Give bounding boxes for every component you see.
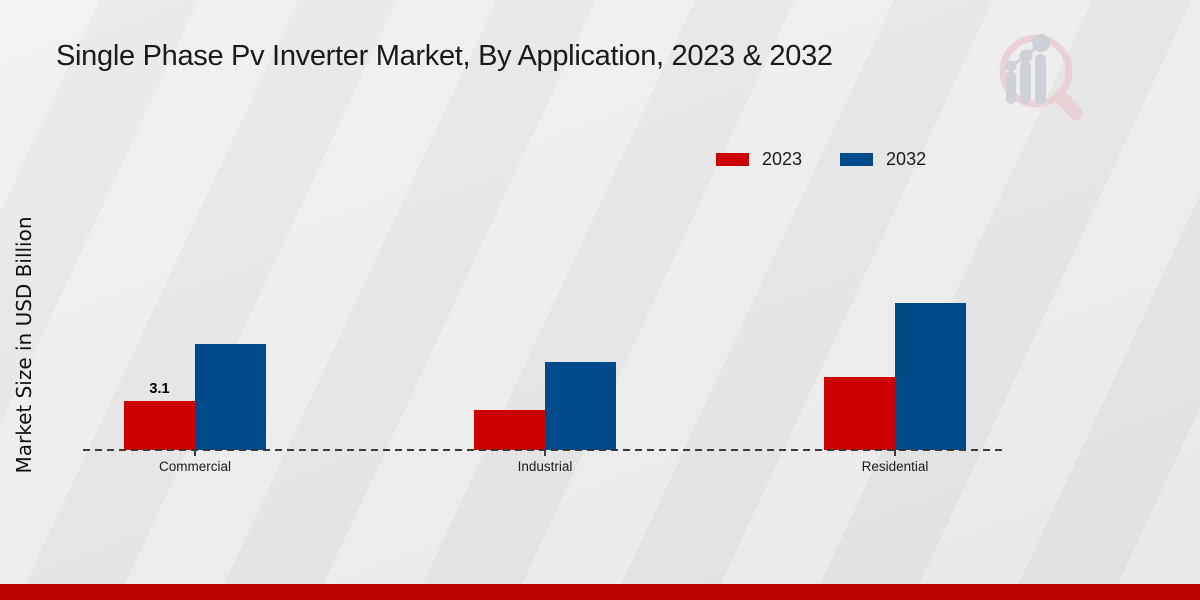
chart-title: Single Phase Pv Inverter Market, By Appl… (56, 40, 833, 72)
legend-label-2032: 2032 (886, 149, 927, 169)
bar-2023-commercial (124, 401, 195, 450)
footer-red-band (0, 584, 1200, 600)
x-axis-tick (894, 450, 896, 456)
bar-2032-commercial (195, 344, 266, 450)
legend-label-2023: 2023 (762, 149, 803, 169)
x-axis-tick (194, 450, 196, 456)
legend-item-2032: 2032 (840, 149, 926, 170)
x-axis-category-label: Commercial (158, 459, 231, 474)
legend-swatch-2023 (716, 153, 749, 166)
magnifier-bar-chart-logo-icon (999, 34, 1083, 120)
x-axis-category-label: Residential (861, 459, 929, 474)
x-axis-category-label: Industrial (517, 459, 573, 474)
legend-item-2023: 2023 (716, 149, 802, 170)
bar-2032-industrial (545, 362, 616, 450)
bar-2032-residential (895, 303, 966, 450)
bar-2023-industrial (474, 410, 545, 450)
bar-2023-residential (824, 377, 895, 450)
x-axis-tick (544, 450, 546, 456)
legend: 2023 2032 (716, 149, 926, 170)
x-axis-baseline (83, 449, 1005, 451)
bar-value-label: 3.1 (149, 381, 170, 397)
legend-swatch-2032 (840, 153, 874, 166)
